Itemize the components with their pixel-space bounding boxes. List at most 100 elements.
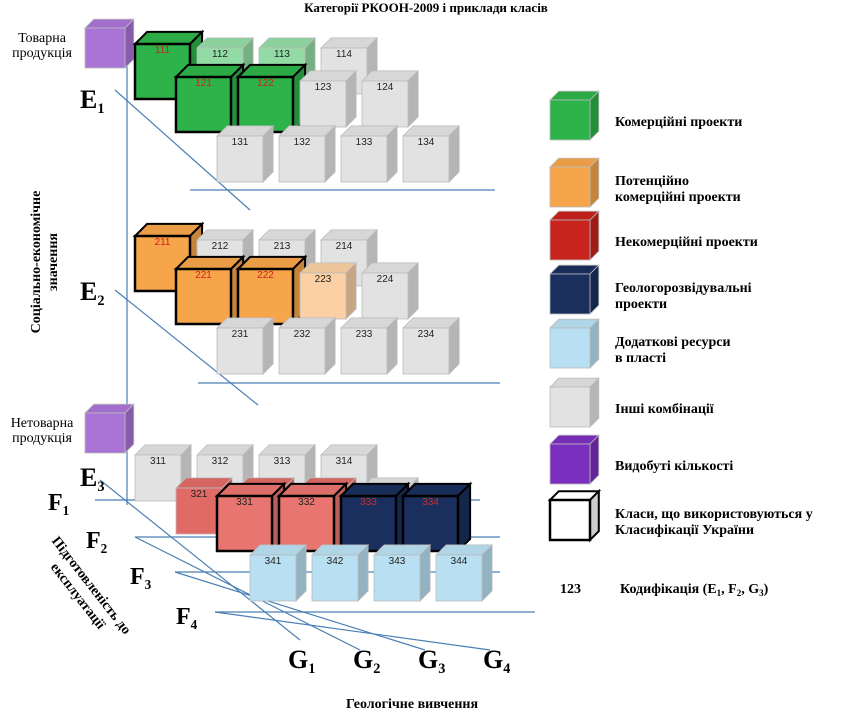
- f-label-letter: F: [130, 564, 145, 590]
- cube-code: 311: [150, 456, 166, 467]
- cube-front: [361, 80, 409, 128]
- class-cube: 231: [216, 316, 275, 375]
- marker-cube: [84, 403, 135, 454]
- cube-front: [361, 272, 409, 320]
- legend-label: Інші комбінації: [615, 402, 714, 417]
- legend-swatch: [549, 318, 600, 369]
- cube-side: [324, 124, 336, 183]
- cube-code: 224: [377, 274, 394, 285]
- class-cube: 222: [235, 254, 308, 327]
- cube-side: [386, 124, 398, 183]
- class-cube: 134: [402, 124, 461, 183]
- g-label-letter: G: [353, 645, 373, 674]
- cube-front: [549, 273, 591, 315]
- cube-front: [340, 135, 388, 183]
- cube-front: [311, 554, 359, 602]
- cube-front: [435, 554, 483, 602]
- class-cube: 342: [311, 543, 370, 602]
- class-cube: 232: [278, 316, 337, 375]
- legend-swatch: [549, 264, 600, 315]
- cube-code: 233: [356, 329, 373, 340]
- cube-front: [174, 75, 233, 134]
- cube-code: 211: [155, 237, 171, 248]
- cube-code: 222: [257, 270, 274, 281]
- cube-front: [401, 494, 460, 553]
- legend-swatch: [549, 90, 600, 141]
- cube-code: 112: [212, 49, 228, 60]
- cube-code: 131: [232, 137, 249, 148]
- f-label: F4: [176, 604, 198, 632]
- guide-line: [99, 479, 301, 641]
- cube-front: [548, 498, 592, 542]
- codification-letter: G: [748, 582, 759, 597]
- e-label: E2: [80, 277, 105, 309]
- cube-code: 231: [232, 329, 249, 340]
- codification-letter: E: [707, 582, 716, 597]
- f-label: F3: [130, 564, 152, 592]
- cube-code: 334: [422, 497, 439, 508]
- cube-side: [589, 434, 600, 485]
- codification-index: 2: [737, 588, 742, 598]
- legend-label: Некомерційні проекти: [615, 235, 758, 250]
- cube-front: [549, 99, 591, 141]
- legend-swatch: [547, 488, 602, 543]
- guide-line: [134, 536, 361, 651]
- cube-side: [324, 316, 336, 375]
- cube-front: [249, 554, 297, 602]
- cube-code: 314: [336, 456, 353, 467]
- class-cube: 334: [400, 481, 473, 554]
- cube-code: 312: [212, 456, 229, 467]
- g-label-letter: G: [288, 645, 308, 674]
- cube-front: [402, 135, 450, 183]
- cube-side: [419, 543, 431, 602]
- g-label-index: 1: [308, 661, 315, 677]
- cube-front: [216, 327, 264, 375]
- cube-front: [84, 412, 126, 454]
- cube-code: 343: [389, 556, 406, 567]
- cube-front: [549, 443, 591, 485]
- horizontal-axis-label: Геологічне вивчення: [346, 697, 479, 712]
- g-label: G3: [418, 645, 445, 677]
- cube-code: 121: [195, 78, 212, 89]
- cube-code: 331: [236, 497, 253, 508]
- class-cube: 223: [299, 261, 358, 320]
- class-cube: 332: [276, 481, 349, 554]
- codification-index: 1: [717, 588, 722, 598]
- guide-line: [114, 289, 259, 406]
- cube-side: [589, 210, 600, 261]
- class-cube: 133: [340, 124, 399, 183]
- cube-front: [278, 327, 326, 375]
- class-cube: 121: [173, 62, 246, 135]
- legend-label: проекти: [615, 297, 667, 312]
- cube-side: [124, 403, 135, 454]
- legend-label: Додаткові ресурси: [615, 335, 731, 350]
- cube-front: [339, 494, 398, 553]
- f-label-index: 4: [191, 617, 198, 632]
- e-label-letter: E: [80, 277, 97, 306]
- cube-code: 234: [418, 329, 435, 340]
- cube-code: 122: [257, 78, 274, 89]
- vertical-axis-line: Соціально-економічне: [29, 191, 44, 334]
- codification-index: 3: [759, 588, 764, 598]
- vertical-axis-line: значення: [46, 233, 61, 291]
- cube-front: [216, 135, 264, 183]
- codification-suffix: ): [764, 582, 769, 597]
- cube-front: [549, 166, 591, 208]
- cube-front: [236, 75, 295, 134]
- marker-label: Товарна: [18, 31, 67, 46]
- cube-code: 232: [294, 329, 311, 340]
- f-label-letter: F: [48, 490, 63, 516]
- cube-side: [295, 543, 307, 602]
- class-cube: 331: [214, 481, 287, 554]
- vertical-axis-label: Соціально-економічне значення: [29, 191, 61, 334]
- cube-front: [278, 135, 326, 183]
- f-label-index: 2: [101, 541, 108, 556]
- marker-cube: [84, 18, 135, 69]
- marker-label: продукція: [12, 46, 72, 61]
- cube-side: [407, 69, 419, 128]
- cube-front: [549, 219, 591, 261]
- cube-side: [386, 316, 398, 375]
- cube-code: 214: [336, 241, 353, 252]
- f-label: F2: [86, 528, 108, 556]
